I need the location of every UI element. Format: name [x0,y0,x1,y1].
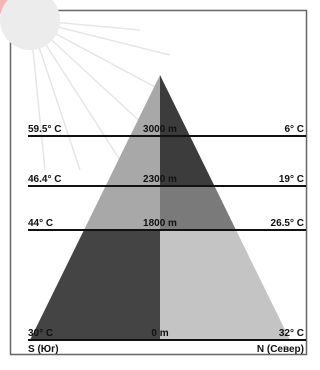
south-temp: 44° C [28,218,53,229]
altitude: 2300 m [143,174,177,185]
north-label: N (Север) [257,344,304,355]
diagram: 59.5° C 3000 m 6° C 46.4° C 2300 m 19° C 44° C… [0,0,316,365]
altitude: 1800 m [143,218,177,229]
north-temp: 26.5° C [271,218,304,229]
south-temp: 46.4° C [28,174,61,185]
north-temp: 6° C [284,124,304,135]
south-label: S (Юг) [28,344,59,355]
south-temp: 30° C [28,328,53,339]
altitude: 3000 m [143,124,177,135]
south-temp: 59.5° C [28,124,61,135]
north-temp: 19° C [279,174,304,185]
altitude: 0 m [151,328,168,339]
north-temp: 32° C [279,328,304,339]
